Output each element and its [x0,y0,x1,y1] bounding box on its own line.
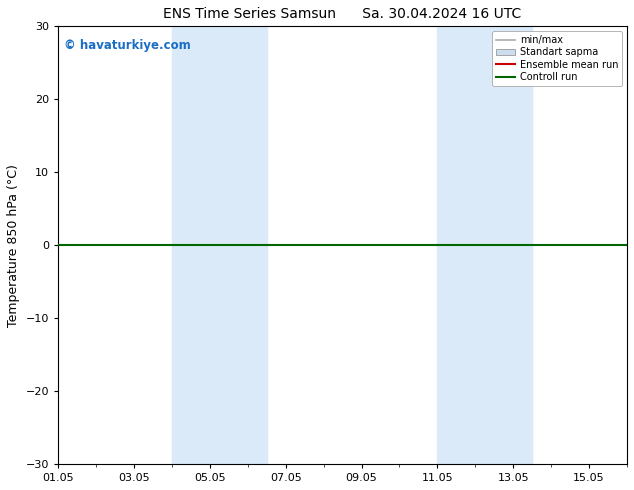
Bar [172,26,210,464]
Bar [476,26,532,464]
Text: © havaturkiye.com: © havaturkiye.com [64,39,190,52]
Title: ENS Time Series Samsun      Sa. 30.04.2024 16 UTC: ENS Time Series Samsun Sa. 30.04.2024 16… [164,7,522,21]
Bar [210,26,267,464]
Bar [437,26,476,464]
Y-axis label: Temperature 850 hPa (°C): Temperature 850 hPa (°C) [7,164,20,327]
Legend: min/max, Standart sapma, Ensemble mean run, Controll run: min/max, Standart sapma, Ensemble mean r… [491,31,622,86]
